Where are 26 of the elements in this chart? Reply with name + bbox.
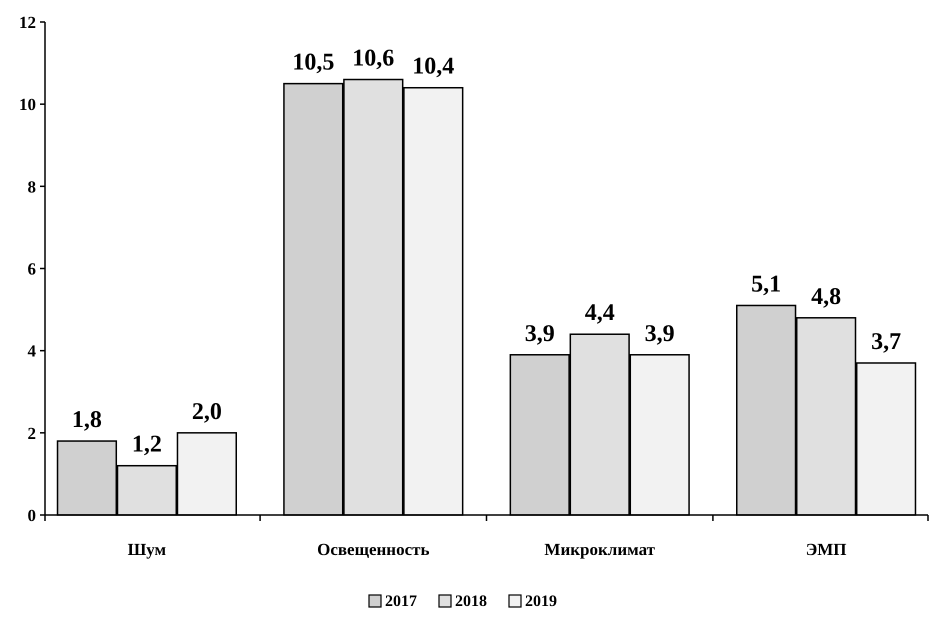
legend-label: 2019 — [525, 593, 557, 610]
legend-label: 2017 — [385, 593, 417, 610]
y-tick-label: 6 — [28, 259, 36, 278]
x-tick-label: Микроклимат — [544, 540, 656, 559]
data-label: 4,8 — [811, 284, 842, 310]
y-tick-label: 8 — [28, 177, 36, 196]
x-tick-label: Шум — [128, 540, 167, 559]
legend-label: 2018 — [455, 593, 487, 610]
y-tick-label: 0 — [28, 506, 36, 525]
x-tick-label: Освещенность — [317, 540, 430, 559]
y-tick-label: 4 — [28, 342, 36, 361]
data-label: 3,7 — [871, 328, 902, 355]
data-label: 4,4 — [584, 300, 615, 326]
data-label: 10,6 — [352, 46, 394, 72]
data-label: 10,4 — [412, 54, 454, 80]
y-tick-label: 2 — [28, 424, 36, 443]
x-tick-label: ЭМП — [806, 540, 847, 559]
data-label: 1,2 — [132, 432, 162, 458]
y-tick-label: 10 — [19, 95, 36, 114]
data-label: 1,8 — [72, 407, 102, 434]
y-tick-label: 12 — [19, 12, 36, 32]
data-label: 10,5 — [292, 50, 334, 76]
data-label: 3,9 — [644, 320, 675, 347]
data-label: 3,9 — [524, 320, 555, 347]
data-label: 2,0 — [192, 398, 222, 425]
data-label: 5,1 — [751, 271, 782, 298]
